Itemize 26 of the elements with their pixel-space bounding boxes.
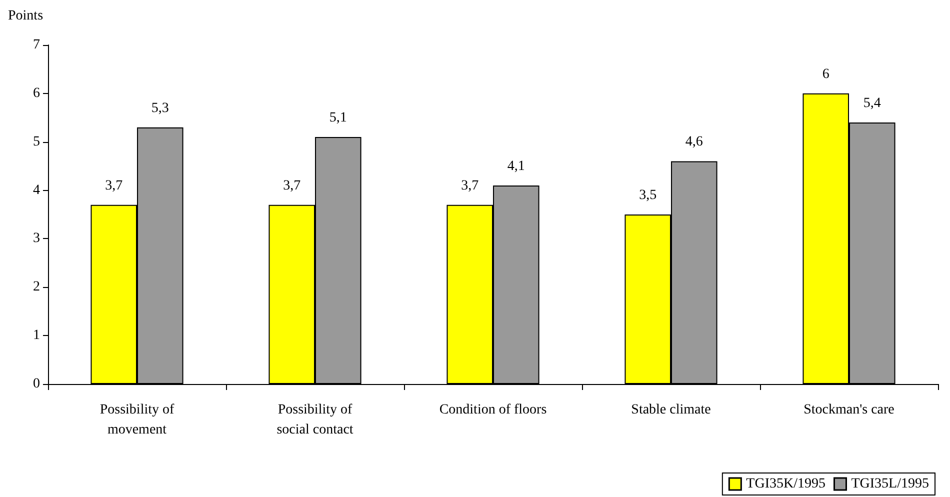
data-label: 5,4 <box>863 96 881 111</box>
y-tick-label: 7 <box>33 38 40 52</box>
data-label: 3,7 <box>283 178 301 194</box>
y-axis-title: Points <box>8 8 44 24</box>
data-label: 5,1 <box>329 110 347 126</box>
data-label: 6 <box>822 66 830 82</box>
data-label: 3,7 <box>105 178 123 194</box>
y-tick-label: 1 <box>33 328 40 344</box>
data-label: 5,3 <box>151 100 169 116</box>
x-tick-label: Stockman's care <box>804 402 894 418</box>
data-label: 3,5 <box>639 188 657 203</box>
x-tick-label: Possibility of social contact <box>276 402 354 438</box>
data-label: 3,7 <box>461 178 479 194</box>
y-tick-label: 4 <box>33 182 40 198</box>
data-label: 4,1 <box>507 158 525 174</box>
x-tick-label: Possibility of movement <box>100 402 174 438</box>
y-tick-label: 3 <box>33 231 40 246</box>
y-tick-label: 5 <box>33 134 40 150</box>
x-tick-label: Stable climate <box>631 402 711 418</box>
y-tick-label: 6 <box>33 86 40 101</box>
y-tick-label: 2 <box>33 280 40 295</box>
data-label: 4,6 <box>685 134 703 150</box>
legend-label: TGI35L/1995 <box>851 476 929 492</box>
x-tick-label: Condition of floors <box>439 402 547 418</box>
legend-label: TGI35K/1995 <box>746 476 826 492</box>
y-tick-label: 0 <box>33 376 40 392</box>
